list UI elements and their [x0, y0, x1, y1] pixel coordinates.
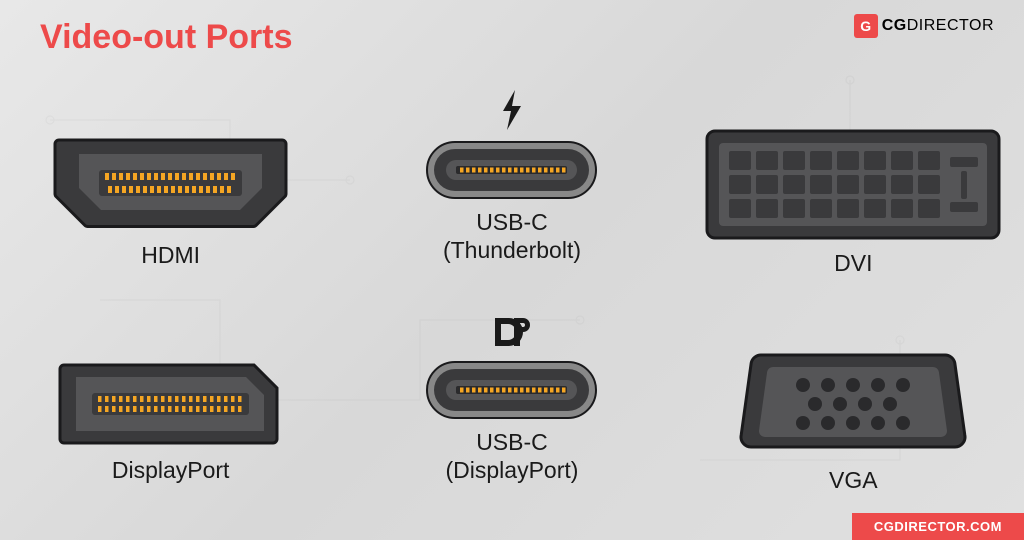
- displayport-label: DisplayPort: [112, 457, 230, 485]
- logo-badge-icon: G: [854, 14, 878, 38]
- logo-text: CGDIRECTOR: [882, 17, 994, 35]
- dp-logo-icon: [492, 315, 532, 351]
- ports-grid: HDMI USB-C(Thunderbolt): [0, 70, 1024, 510]
- port-vga: VGA: [733, 305, 973, 495]
- brand-logo: G CGDIRECTOR: [854, 14, 994, 38]
- port-usbc-displayport: USB-C(DisplayPort): [424, 315, 599, 484]
- usbc-port-icon: [424, 139, 599, 201]
- vga-label: VGA: [829, 467, 878, 495]
- port-hdmi: HDMI: [53, 90, 288, 270]
- hdmi-port-icon: [53, 134, 288, 234]
- port-usbc-thunderbolt: USB-C(Thunderbolt): [424, 95, 599, 264]
- usbc-thunderbolt-label: USB-C(Thunderbolt): [443, 209, 581, 264]
- usbc-displayport-label: USB-C(DisplayPort): [446, 429, 579, 484]
- port-displayport: DisplayPort: [58, 315, 283, 485]
- dvi-port-icon: [703, 127, 1003, 242]
- dvi-label: DVI: [834, 250, 872, 278]
- vga-port-icon: [733, 349, 973, 459]
- footer-badge: CGDIRECTOR.COM: [852, 513, 1024, 540]
- displayport-port-icon: [58, 359, 283, 449]
- page-title: Video-out Ports: [40, 18, 293, 57]
- usbc-port-icon: [424, 359, 599, 421]
- thunderbolt-icon: [498, 89, 526, 131]
- port-dvi: DVI: [703, 83, 1003, 278]
- hdmi-label: HDMI: [141, 242, 200, 270]
